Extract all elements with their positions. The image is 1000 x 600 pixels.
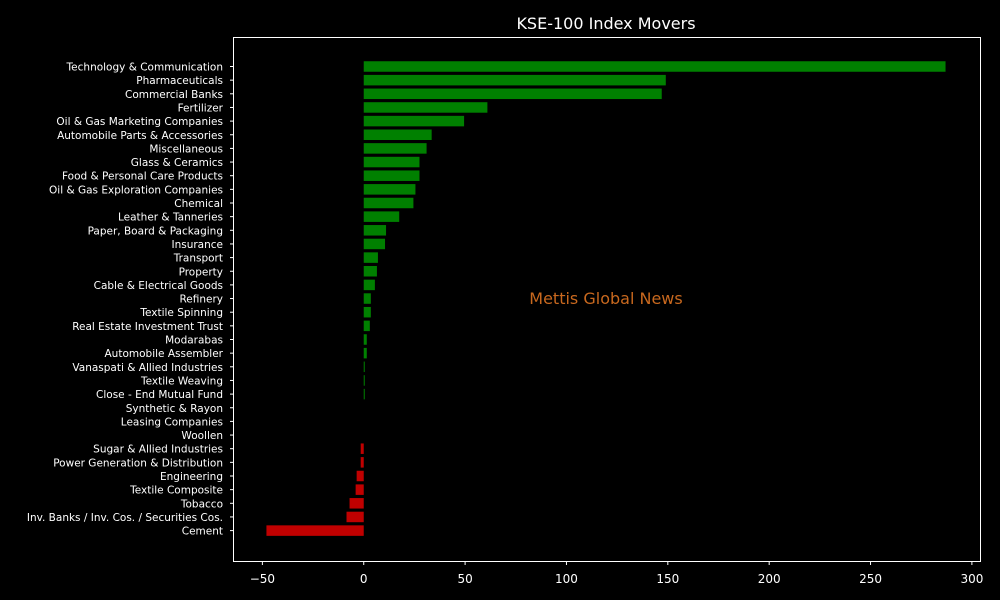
category-label: Food & Personal Care Products [62,171,223,183]
category-label: Cement [182,526,223,538]
bar [363,115,465,127]
bar [363,334,367,345]
bar [363,170,420,181]
bar [346,511,364,523]
category-label: Automobile Parts & Accessories [57,130,223,142]
bar [363,225,387,236]
bar [355,484,364,495]
category-label: Chemical [174,198,223,210]
category-label: Inv. Banks / Inv. Cos. / Securities Cos. [27,512,223,524]
category-label: Oil & Gas Exploration Companies [49,184,223,196]
category-label: Textile Composite [129,485,223,497]
category-label: Property [179,266,223,278]
bar [363,388,365,400]
bar [363,306,371,318]
category-label: Commercial Banks [125,89,223,101]
bar [356,470,364,482]
bar [360,443,364,454]
bar [363,143,427,154]
bar [363,129,432,140]
category-label: Close - End Mutual Fund [96,389,223,401]
category-label: Cable & Electrical Goods [94,280,223,292]
bar [363,156,420,168]
x-tick-label: 300 [960,572,983,586]
category-label: Pharmaceuticals [136,75,223,87]
bar [363,211,400,222]
category-label: Synthetic & Rayon [126,403,223,415]
category-label: Transport [173,253,223,265]
bars-group [266,61,946,536]
bar [363,74,666,86]
category-label: Real Estate Investment Trust [72,321,223,333]
watermark-annotation: Mettis Global News [529,289,682,308]
plot-area [233,37,981,562]
bar [363,279,375,291]
bar [363,293,371,304]
category-label: Woollen [181,430,223,442]
category-label: Textile Weaving [140,375,223,387]
category-label: Insurance [171,239,223,251]
bar [363,102,488,113]
bar [363,347,367,359]
category-label: Refinery [179,294,223,306]
bar [360,457,364,468]
chart-title: KSE-100 Index Movers [516,14,695,33]
x-axis-ticks: −50 0 50 100 150 200 250 300 [250,561,983,586]
category-label: Modarabas [165,335,223,347]
x-tick-label: 100 [555,572,578,586]
category-label: Glass & Ceramics [131,157,223,169]
category-label: Oil & Gas Marketing Companies [56,116,223,128]
category-labels: Technology & CommunicationPharmaceutical… [27,62,234,538]
bar [363,320,370,332]
bar [363,375,365,386]
x-tick-label: 200 [758,572,781,586]
category-label: Sugar & Allied Industries [93,444,223,456]
category-label: Fertilizer [178,102,224,114]
x-tick-label: 0 [360,572,368,586]
bar [363,197,414,209]
bar [363,238,386,250]
bar [363,361,365,373]
category-label: Paper, Board & Packaging [88,225,223,237]
category-label: Leather & Tanneries [118,212,223,224]
category-label: Textile Spinning [139,307,223,319]
category-label: Miscellaneous [149,143,223,155]
category-label: Tobacco [180,498,223,510]
category-label: Vanaspati & Allied Industries [72,362,223,374]
bar [349,498,364,509]
bar [363,252,378,263]
x-tick-label: 50 [457,572,472,586]
category-label: Technology & Communication [66,62,223,74]
bar [363,184,416,195]
x-tick-label: −50 [250,572,275,586]
category-label: Engineering [160,471,223,483]
bar [266,525,364,536]
category-label: Power Generation & Distribution [53,457,223,469]
bar [363,88,662,100]
x-tick-label: 250 [859,572,882,586]
x-tick-label: 150 [656,572,679,586]
bar [363,266,377,277]
category-label: Automobile Assembler [105,348,224,360]
bar [363,61,946,72]
category-label: Leasing Companies [121,416,223,428]
